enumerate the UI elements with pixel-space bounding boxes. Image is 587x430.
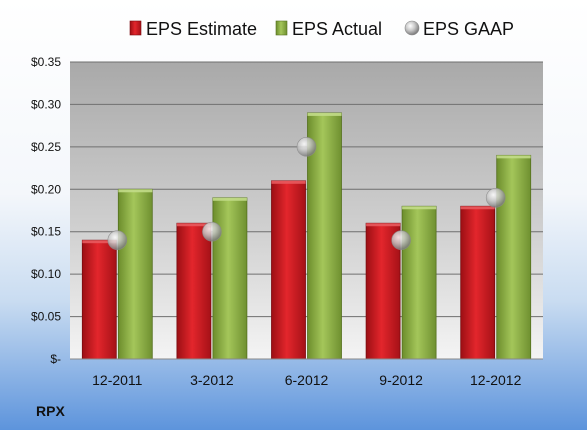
y-tick-label: $0.30	[31, 97, 61, 111]
x-axis-labels: 12-2011 3-2012 6-2012 9-2012 12-2012	[92, 372, 521, 388]
bar-top-highlight	[366, 223, 401, 227]
bar-top-highlight	[496, 155, 531, 159]
y-tick-label: $0.35	[31, 55, 61, 69]
y-tick-label: $0.25	[31, 140, 61, 154]
bar-eps-estimate	[176, 222, 212, 360]
x-tick-label: 12-2011	[92, 372, 143, 388]
marker-eps-gaap	[107, 230, 128, 250]
bar-eps-estimate	[271, 180, 306, 360]
x-tick-label: 12-2012	[470, 372, 522, 388]
y-tick-label: $0.05	[31, 310, 61, 324]
x-tick-label: 9-2012	[379, 372, 423, 388]
bar-top-highlight	[271, 180, 306, 184]
y-axis-ticks: $- $0.05 $0.10 $0.15 $0.20 $0.25 $0.30 $0.35	[31, 55, 61, 366]
bar-eps-actual	[401, 205, 437, 360]
bar-top-highlight	[118, 189, 153, 193]
bars	[81, 112, 532, 360]
marker-eps-gaap	[485, 187, 506, 208]
legend-label: EPS Actual	[292, 19, 382, 39]
bar-eps-actual	[212, 197, 248, 360]
marker-eps-gaap	[391, 230, 411, 250]
bar-top-highlight	[82, 240, 117, 244]
marker-eps-gaap	[296, 137, 317, 157]
legend-label: EPS GAAP	[423, 19, 514, 39]
bar-top-highlight	[460, 206, 495, 210]
marker-eps-gaap	[202, 221, 222, 242]
legend-swatch	[275, 20, 288, 36]
legend-label: EPS Estimate	[146, 19, 257, 39]
legend-swatch	[129, 20, 142, 36]
ticker-label: RPX	[36, 403, 65, 419]
x-tick-label: 3-2012	[190, 372, 234, 388]
y-tick-label: $-	[50, 352, 61, 366]
y-tick-label: $0.20	[31, 182, 61, 196]
bar-top-highlight	[402, 206, 437, 210]
gaap-markers	[107, 137, 506, 250]
legend-swatch	[404, 20, 420, 36]
y-tick-label: $0.15	[31, 225, 61, 239]
bar-eps-actual	[496, 154, 532, 360]
bar-eps-actual	[117, 188, 153, 360]
legend: EPS Estimate EPS Actual EPS GAAP	[129, 19, 514, 39]
x-tick-label: 6-2012	[285, 372, 329, 388]
bar-top-highlight	[176, 223, 211, 227]
bar-top-highlight	[307, 112, 342, 116]
bar-top-highlight	[212, 197, 247, 201]
bar-eps-estimate	[81, 239, 117, 360]
bar-eps-estimate	[460, 205, 496, 360]
y-tick-label: $0.10	[31, 267, 61, 281]
